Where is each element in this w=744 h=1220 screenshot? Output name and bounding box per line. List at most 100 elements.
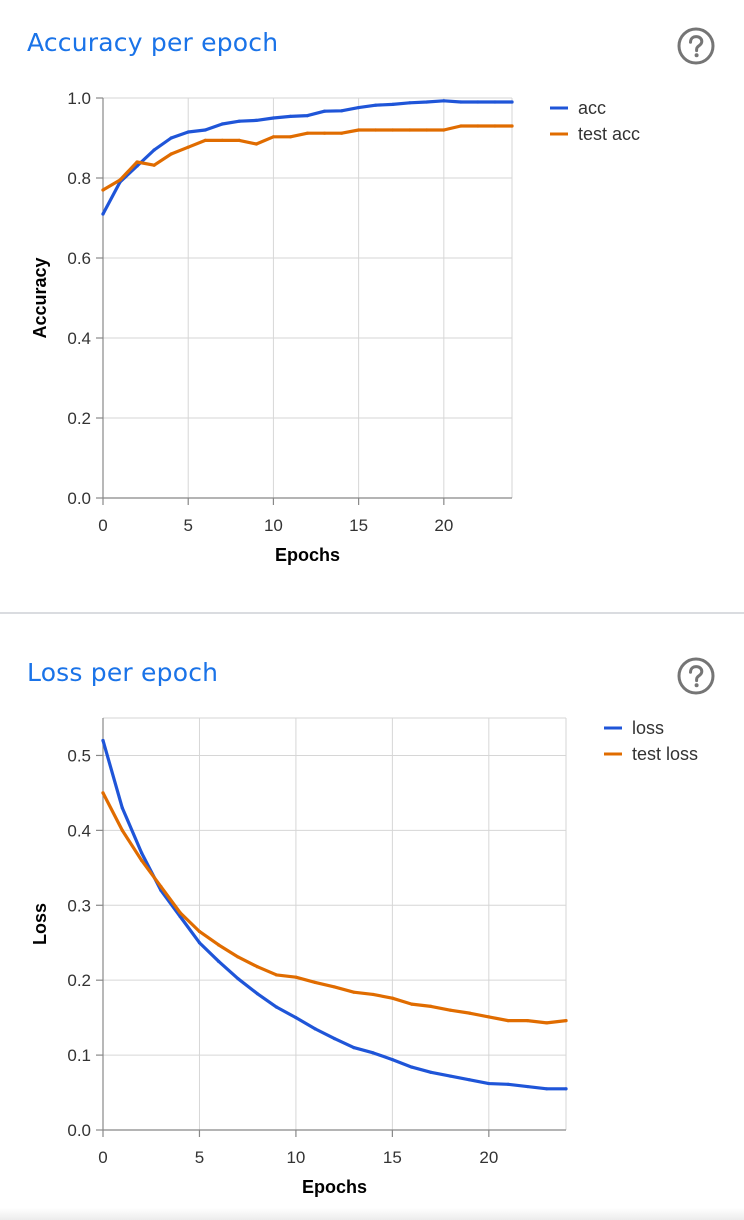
loss-chart-title: Loss per epoch (27, 658, 219, 687)
data-point (510, 124, 514, 128)
data-point (487, 1081, 491, 1086)
data-point (275, 1005, 279, 1009)
data-point (339, 109, 344, 113)
data-point (408, 101, 412, 105)
data-point (390, 1057, 394, 1062)
data-point (352, 1046, 356, 1050)
x-tick-label: 20 (434, 516, 453, 535)
y-tick-label: 0.2 (67, 409, 91, 428)
data-point (525, 1084, 530, 1089)
help-circle-icon[interactable] (676, 656, 716, 696)
data-point (288, 114, 293, 118)
data-point (101, 738, 105, 743)
data-point (217, 959, 221, 964)
accuracy-chart-card: Accuracy per epoch 0.0 0.2 0.4 0.6 0.8 1.0 0 5 1… (27, 26, 716, 565)
accuracy-line-chart: 0.0 0.2 0.4 0.6 0.8 1.0 0 5 10 15 20 Epochs Accuracy… (30, 89, 640, 565)
x-tick-label: 0 (98, 1148, 107, 1167)
data-point (493, 124, 497, 128)
y-tick-label: 0.6 (67, 249, 91, 268)
data-point (220, 138, 224, 142)
data-point (410, 1065, 414, 1069)
data-point (332, 985, 337, 989)
data-point (152, 163, 156, 167)
data-point (139, 851, 144, 855)
data-point (391, 102, 395, 106)
data-point (425, 100, 429, 104)
chart-legend: acc test acc (550, 98, 640, 144)
data-point (564, 1087, 568, 1091)
data-point (448, 1008, 452, 1012)
data-point (357, 106, 361, 110)
loss-line-chart: 0.0 0.1 0.2 0.3 0.4 0.5 0 5 10 15 20 Epochs Loss loss… (30, 717, 698, 1197)
data-point (390, 996, 394, 1000)
x-tick-label: 20 (479, 1148, 498, 1167)
data-point (101, 212, 105, 216)
section-divider (0, 612, 744, 614)
data-point (429, 1004, 433, 1008)
data-point (294, 975, 298, 979)
x-tick-label: 0 (98, 516, 107, 535)
data-point (322, 131, 327, 135)
y-tick-label: 0.1 (67, 1046, 91, 1065)
data-point (186, 130, 190, 134)
data-point (217, 943, 221, 947)
data-point (135, 164, 139, 168)
x-tick-label: 5 (183, 516, 192, 535)
data-point (255, 992, 259, 996)
data-point (120, 806, 124, 810)
data-point (294, 1016, 298, 1020)
data-point (476, 100, 480, 104)
data-point (352, 990, 356, 994)
data-point (135, 160, 139, 164)
data-point (305, 114, 310, 118)
data-point (159, 884, 163, 889)
x-tick-label: 10 (264, 516, 283, 535)
data-point (442, 128, 446, 132)
y-tick-label: 0.4 (67, 329, 91, 348)
data-point (236, 977, 240, 981)
data-point (186, 145, 190, 149)
data-point (197, 941, 202, 945)
data-point (271, 135, 276, 139)
data-point (506, 1019, 510, 1023)
accuracy-chart-title: Accuracy per epoch (27, 28, 279, 57)
chart-legend: loss test loss (604, 718, 698, 764)
data-point (169, 136, 173, 140)
x-tick-label: 10 (286, 1148, 305, 1167)
y-axis-title: Accuracy (30, 257, 50, 338)
gridlines (102, 717, 567, 1131)
data-point (197, 929, 202, 934)
data-point (254, 118, 258, 122)
data-point (339, 131, 344, 135)
data-point (237, 138, 241, 142)
data-point (101, 791, 105, 795)
data-point (357, 128, 361, 132)
y-tick-label: 1.0 (67, 89, 91, 108)
data-point (476, 124, 480, 128)
y-tick-label: 0.3 (67, 896, 91, 915)
data-point (448, 1074, 452, 1078)
help-circle-icon[interactable] (676, 26, 716, 66)
data-point (101, 188, 105, 192)
data-point (467, 1011, 472, 1015)
data-point (332, 1037, 337, 1041)
x-axis-title: Epochs (275, 545, 340, 565)
data-point (467, 1078, 472, 1082)
data-point (139, 858, 144, 862)
series-points-test-loss (101, 791, 568, 1025)
bottom-edge-shadow (0, 1208, 744, 1220)
legend-label: acc (578, 98, 606, 118)
data-point (459, 124, 463, 128)
data-point (510, 100, 514, 104)
y-tick-label: 0.0 (67, 489, 91, 508)
data-point (220, 122, 224, 126)
data-point (371, 992, 375, 997)
data-point (254, 142, 258, 146)
x-tick-label: 15 (349, 516, 368, 535)
data-point (487, 1015, 491, 1019)
y-tick-label: 0.8 (67, 169, 91, 188)
data-point (408, 128, 412, 132)
x-axis-title: Epochs (302, 1177, 367, 1197)
loss-chart-card: Loss per epoch 0.0 0.1 0.2 0.3 0.4 0.5 0 5 10 15 2… (0, 614, 744, 1220)
data-point (236, 955, 240, 959)
